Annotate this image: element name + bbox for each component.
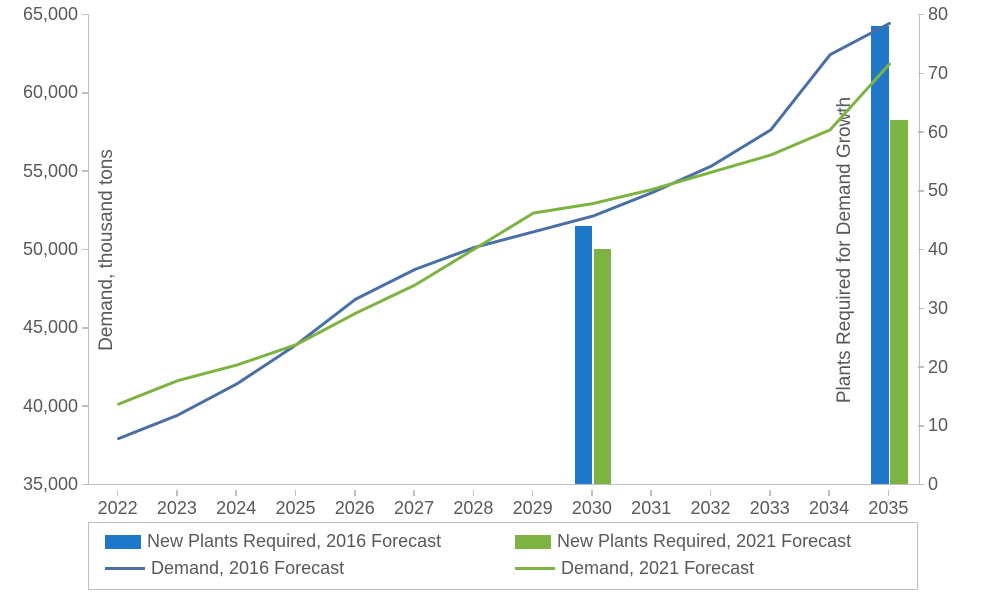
legend-item: Demand, 2021 Forecast	[515, 558, 901, 579]
y-right-tick: 30	[918, 298, 1004, 319]
x-tick-label: 2035	[868, 498, 908, 519]
x-tick-label: 2031	[631, 498, 671, 519]
legend-label: Demand, 2021 Forecast	[561, 558, 754, 579]
y-right-tick-label: 50	[928, 180, 948, 201]
x-tick-label: 2022	[98, 498, 138, 519]
legend-label: New Plants Required, 2021 Forecast	[557, 531, 851, 552]
legend-swatch-bar	[105, 535, 141, 549]
y-right-tick: 20	[918, 357, 1004, 378]
legend-item: New Plants Required, 2016 Forecast	[105, 531, 491, 552]
y-right-tick: 0	[918, 474, 1004, 495]
tick-mark	[710, 490, 712, 496]
y-left-tick-label: 45,000	[23, 317, 78, 338]
y-left-tick: 55,000	[0, 161, 88, 182]
x-tick-label: 2034	[809, 498, 849, 519]
tick-mark	[650, 490, 652, 496]
x-tick: 2030	[572, 490, 612, 519]
y-left-tick-label: 65,000	[23, 4, 78, 25]
x-tick: 2023	[157, 490, 197, 519]
x-tick-label: 2025	[275, 498, 315, 519]
x-tick: 2031	[631, 490, 671, 519]
x-tick: 2022	[98, 490, 138, 519]
x-tick: 2027	[394, 490, 434, 519]
y-right-tick-label: 40	[928, 239, 948, 260]
tick-mark	[176, 490, 178, 496]
x-tick: 2024	[216, 490, 256, 519]
y-left-tick: 45,000	[0, 317, 88, 338]
x-tick: 2034	[809, 490, 849, 519]
x-tick: 2033	[750, 490, 790, 519]
y-left-tick: 65,000	[0, 4, 88, 25]
y-right-tick: 50	[918, 180, 1004, 201]
legend-swatch-bar	[515, 535, 551, 549]
y-right-tick: 10	[918, 415, 1004, 436]
x-tick-label: 2027	[394, 498, 434, 519]
y-right-tick-label: 70	[928, 63, 948, 84]
x-tick-label: 2030	[572, 498, 612, 519]
y-right-tick-label: 80	[928, 4, 948, 25]
tick-mark	[828, 490, 830, 496]
y-left-tick-label: 55,000	[23, 161, 78, 182]
y-left-tick-label: 50,000	[23, 239, 78, 260]
y-left-tick: 35,000	[0, 474, 88, 495]
x-tick-label: 2024	[216, 498, 256, 519]
tick-mark	[117, 490, 119, 496]
chart-container: 35,000 40,000 45,000 50,000 55,000 60,000 65,0…	[0, 0, 1004, 605]
plot-area	[88, 14, 920, 485]
x-tick: 2025	[275, 490, 315, 519]
x-tick-label: 2033	[750, 498, 790, 519]
tick-mark	[235, 490, 237, 496]
tick-mark	[888, 490, 890, 496]
y-right-tick-label: 30	[928, 298, 948, 319]
x-tick: 2029	[513, 490, 553, 519]
x-tick-label: 2028	[453, 498, 493, 519]
y-right-tick-label: 60	[928, 122, 948, 143]
y-left-tick-label: 60,000	[23, 82, 78, 103]
x-tick: 2028	[453, 490, 493, 519]
legend-item: New Plants Required, 2021 Forecast	[515, 531, 901, 552]
tick-mark	[769, 490, 771, 496]
x-tick-label: 2032	[690, 498, 730, 519]
tick-mark	[473, 490, 475, 496]
y-right-tick: 80	[918, 4, 1004, 25]
y-left-tick: 60,000	[0, 82, 88, 103]
legend-label: New Plants Required, 2016 Forecast	[147, 531, 441, 552]
y-left-tick-label: 40,000	[23, 396, 78, 417]
y-left-tick: 40,000	[0, 396, 88, 417]
x-tick-label: 2023	[157, 498, 197, 519]
tick-mark	[354, 490, 356, 496]
y-right-tick-label: 0	[928, 474, 938, 495]
y-right-tick-label: 20	[928, 357, 948, 378]
y-left-tick-label: 35,000	[23, 474, 78, 495]
legend-item: Demand, 2016 Forecast	[105, 558, 491, 579]
y-left-tick: 50,000	[0, 239, 88, 260]
tick-mark	[413, 490, 415, 496]
y-right-tick: 70	[918, 63, 1004, 84]
tick-mark	[532, 490, 534, 496]
line-series	[119, 64, 890, 404]
legend-swatch-line	[515, 567, 555, 570]
tick-mark	[295, 490, 297, 496]
legend-label: Demand, 2016 Forecast	[151, 558, 344, 579]
x-tick: 2035	[868, 490, 908, 519]
legend-swatch-line	[105, 567, 145, 570]
x-tick-label: 2029	[513, 498, 553, 519]
y-right-tick: 60	[918, 122, 1004, 143]
line-layer	[89, 14, 919, 484]
y-right-tick-label: 10	[928, 415, 948, 436]
legend: New Plants Required, 2016 Forecast New Pl…	[88, 522, 918, 590]
x-tick: 2032	[690, 490, 730, 519]
y-right-tick: 40	[918, 239, 1004, 260]
x-tick-label: 2026	[335, 498, 375, 519]
tick-mark	[591, 490, 593, 496]
x-tick: 2026	[335, 490, 375, 519]
